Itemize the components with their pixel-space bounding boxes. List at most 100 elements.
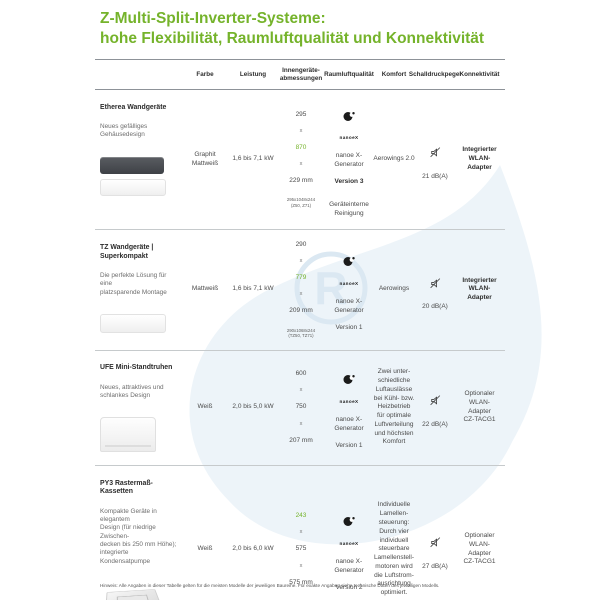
dim-height: 290 bbox=[295, 240, 307, 248]
cell-komfort: Aerowings bbox=[378, 285, 410, 293]
table-row-ufe: UFE Mini-Standtruhen Neues, attraktives … bbox=[95, 351, 505, 466]
dim-width: 870 bbox=[295, 143, 307, 151]
dim-separator: x bbox=[299, 258, 303, 265]
schall-value: 21 dB(A) bbox=[422, 172, 448, 180]
cell-leistung: 1,6 bis 7,1 kW bbox=[232, 155, 274, 163]
nanoe-logo-text: nanoeX bbox=[339, 135, 359, 141]
product-image-wall-graphite bbox=[100, 156, 178, 196]
product-info: UFE Mini-Standtruhen Neues, attraktives … bbox=[95, 351, 180, 465]
dim-separator: x bbox=[299, 161, 303, 168]
table-row-tz: TZ Wandgeräte | Superkompakt Die perfekt… bbox=[95, 230, 505, 351]
header-abmessungen: Innengeräte- abmessungen bbox=[279, 66, 323, 82]
nanoe-x-logo-icon bbox=[342, 257, 356, 269]
dim-separator: x bbox=[299, 420, 303, 427]
raumluft-name: nanoe X- Generator bbox=[334, 297, 364, 314]
dim-width: 750 bbox=[295, 403, 307, 411]
product-image-floor-console bbox=[100, 417, 178, 453]
dim-depth: 229 mm bbox=[289, 177, 313, 185]
product-info: TZ Wandgeräte | Superkompakt Die perfekt… bbox=[95, 230, 180, 345]
nanoe-x-logo-icon bbox=[342, 111, 356, 124]
table-row-py3: PY3 Rastermaß-Kassetten Kompakte Geräte … bbox=[95, 466, 505, 600]
dim-separator: x bbox=[299, 562, 303, 569]
cell-raumluftqualitaet: nanoeX nanoe X- Generator Version 1 bbox=[326, 236, 372, 344]
cell-raumluftqualitaet: nanoeX nanoe X- Generator Version 2 bbox=[326, 496, 372, 600]
header-raumluftqualitaet: Raumluftqualität bbox=[324, 70, 374, 78]
product-name: UFE Mini-Standtruhen bbox=[100, 364, 173, 372]
nanoe-x-logo-icon bbox=[342, 375, 356, 387]
header-leistung: Leistung bbox=[239, 70, 267, 78]
product-name: Etherea Wandgeräte bbox=[100, 103, 167, 111]
cell-komfort: Individuelle Lamellen- steuerung: Durch … bbox=[373, 501, 415, 597]
cell-konnektivitaet: Integrierter WLAN- Adapter bbox=[462, 276, 497, 302]
schall-value: 20 dB(A) bbox=[422, 303, 448, 311]
cell-farbe: Mattweiß bbox=[191, 285, 219, 293]
muted-speaker-icon bbox=[429, 277, 442, 292]
product-name: TZ Wandgeräte | Superkompakt bbox=[100, 243, 154, 260]
footer-note: Hinweis: Alle Angaben in dieser Tabelle … bbox=[100, 583, 440, 588]
dim-height: 243 bbox=[295, 512, 307, 520]
cell-schalldruckpegel: 22 dB(A) bbox=[416, 375, 454, 441]
schall-value: 22 dB(A) bbox=[422, 420, 448, 428]
header-schalldruckpegel: Schalldruckpegel bbox=[408, 70, 462, 78]
cell-konnektivitaet: Integrierter WLAN- Adapter bbox=[462, 146, 497, 171]
cell-komfort: Aerowings 2.0 bbox=[373, 155, 415, 163]
dim-separator: x bbox=[299, 127, 303, 134]
cell-leistung: 2,0 bis 6,0 kW bbox=[232, 545, 274, 553]
schall-value: 27 dB(A) bbox=[422, 562, 448, 570]
cell-komfort: Zwei unter- schiedliche Luftauslässe bei… bbox=[373, 368, 415, 446]
registered-mark-letter: R bbox=[314, 262, 347, 314]
dim-height: 600 bbox=[295, 370, 307, 378]
dim-depth: 209 mm bbox=[289, 307, 313, 315]
cell-abmessungen: 600 x 750 x 207 mm bbox=[276, 359, 326, 455]
cell-leistung: 1,6 bis 7,1 kW bbox=[232, 285, 274, 293]
cell-farbe: Weiß bbox=[197, 403, 213, 411]
raumluft-name: nanoe X- Generator bbox=[334, 152, 364, 168]
header-komfort: Komfort bbox=[381, 70, 407, 78]
spec-table: Farbe Leistung Innengeräte- abmessungen … bbox=[95, 59, 505, 600]
product-info: PY3 Rastermaß-Kassetten Kompakte Geräte … bbox=[95, 466, 180, 600]
product-description: Neues gefälliges Gehäusedesign bbox=[100, 123, 148, 139]
cell-schalldruckpegel: 27 dB(A) bbox=[416, 517, 454, 583]
header-product bbox=[95, 60, 180, 89]
cell-farbe: Graphit Mattweiß bbox=[191, 150, 219, 167]
registered-mark-circle bbox=[294, 251, 368, 325]
nanoe-x-logo-icon bbox=[342, 517, 356, 529]
dim-separator: x bbox=[299, 291, 303, 298]
header-konnektivitaet: Konnektivität bbox=[459, 70, 500, 78]
cell-farbe: Weiß bbox=[197, 545, 213, 553]
page-title: Z-Multi-Split-Inverter-Systeme: hohe Fle… bbox=[100, 10, 485, 47]
cell-konnektivitaet: Optionaler WLAN- Adapter CZ-TACG1 bbox=[463, 390, 496, 424]
product-description: Die perfekte Lösung für eine platzsparen… bbox=[100, 271, 167, 296]
muted-speaker-icon bbox=[429, 395, 442, 409]
product-name: PY3 Rastermaß-Kassetten bbox=[100, 479, 153, 496]
product-description: Neues, attraktives und schlankes Design bbox=[100, 383, 164, 399]
cell-konnektivitaet: Optionaler WLAN- Adapter CZ-TACG1 bbox=[463, 532, 496, 566]
dim-depth: 575 mm bbox=[289, 578, 313, 586]
raumluft-version: Version 1 bbox=[335, 442, 363, 450]
dim-footnote: 290x1068x244 (TZ50, TZ71) bbox=[286, 327, 316, 339]
header-farbe: Farbe bbox=[196, 70, 214, 78]
cell-leistung: 2,0 bis 5,0 kW bbox=[232, 403, 274, 411]
product-description: Kompakte Geräte in elegantem Design (für… bbox=[100, 507, 177, 565]
dim-footnote: 295x1048x244 (Z50, Z71) bbox=[286, 197, 316, 208]
table-row-etherea: Etherea Wandgeräte Neues gefälliges Gehä… bbox=[95, 90, 505, 231]
raumluft-name: nanoe X- Generator bbox=[334, 415, 364, 432]
cell-schalldruckpegel: 21 dB(A) bbox=[416, 127, 454, 193]
raumluft-version: Version 2 bbox=[335, 584, 363, 592]
dim-separator: x bbox=[299, 529, 303, 536]
cell-abmessungen: 243 x 575 x 575 mm bbox=[276, 501, 326, 597]
nanoe-logo-text: nanoeX bbox=[339, 540, 359, 546]
dim-width: 779 bbox=[295, 274, 307, 282]
dim-depth: 207 mm bbox=[289, 436, 313, 444]
cell-abmessungen: 295 x 870 x 229 mm 295x1048x244 (Z50, Z7… bbox=[276, 100, 326, 219]
cell-raumluftqualitaet: nanoeX nanoe X- Generator Version 1 bbox=[326, 354, 372, 462]
cell-schalldruckpegel: 20 dB(A) bbox=[416, 257, 454, 323]
product-info: Etherea Wandgeräte Neues gefälliges Gehä… bbox=[95, 90, 180, 208]
nanoe-logo-text: nanoeX bbox=[339, 280, 359, 286]
raumluft-extra: Geräteinterne Reinigung bbox=[329, 200, 369, 217]
muted-speaker-icon bbox=[429, 147, 442, 161]
table-header-row: Farbe Leistung Innengeräte- abmessungen … bbox=[95, 59, 505, 90]
dim-width: 575 bbox=[295, 545, 307, 553]
